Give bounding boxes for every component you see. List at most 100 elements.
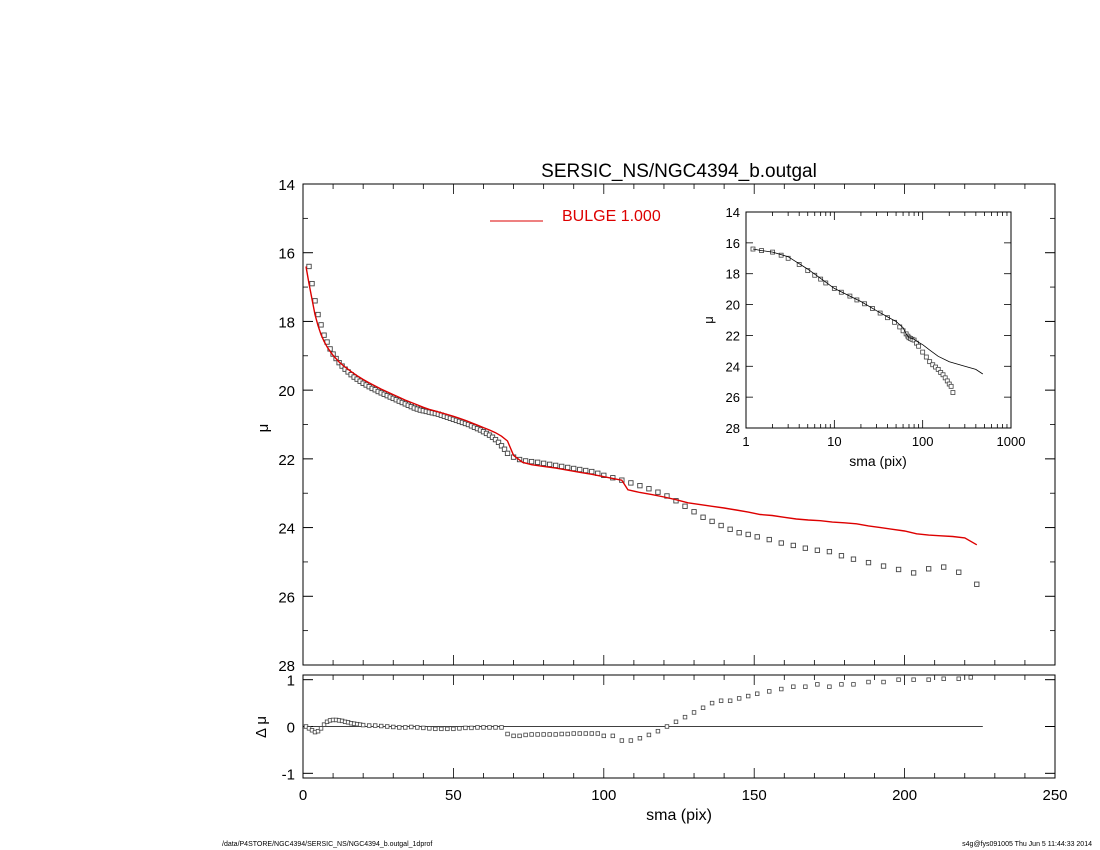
main-observed-point — [691, 509, 697, 515]
residual-point — [709, 700, 715, 706]
residual-point — [755, 691, 760, 696]
main-observed-point — [895, 566, 902, 573]
residual-point — [595, 731, 600, 736]
residual-point — [318, 726, 324, 731]
residual-point — [372, 723, 378, 728]
main-observed-point — [547, 461, 553, 468]
residual-point — [505, 731, 510, 737]
inset-observed-points — [750, 246, 956, 395]
residual-point — [803, 684, 808, 689]
inset-panel: μ sma (pix) 14 16 18 20 22 24 26 28 1 10 100 1000 — [701, 205, 1025, 469]
inset-y-ticks: 14 16 18 20 22 24 26 28 — [726, 205, 1011, 436]
main-observed-point — [727, 526, 733, 532]
residual-point — [427, 726, 432, 731]
main-observed-point — [306, 263, 312, 270]
main-observed-point — [583, 467, 589, 474]
residual-point — [457, 726, 462, 731]
residual-x-tick-label: 0 — [299, 787, 307, 804]
inset-y-tick-label: 24 — [726, 359, 740, 374]
residual-point — [487, 725, 492, 730]
main-y-tick-label: 28 — [278, 658, 295, 675]
bulge-model-line — [305, 266, 978, 546]
main-observed-point — [814, 547, 821, 553]
main-observed-point — [718, 522, 724, 529]
residual-point — [637, 736, 643, 741]
residual-point — [409, 724, 414, 730]
residual-ylabel: Δ μ — [253, 716, 270, 738]
residual-point — [779, 686, 784, 692]
main-y-tick-label: 20 — [278, 383, 295, 400]
inset-observed-point — [823, 280, 829, 286]
residual-point — [433, 726, 438, 732]
inset-model-line — [752, 248, 984, 375]
residual-point — [601, 733, 606, 739]
main-observed-point — [778, 540, 784, 546]
residual-point — [791, 684, 796, 689]
residual-point — [839, 682, 844, 687]
main-observed-point — [498, 443, 505, 449]
residual-point — [646, 732, 652, 738]
residual-point — [851, 682, 856, 687]
main-observed-point — [736, 530, 742, 536]
inset-y-tick-label: 28 — [726, 421, 740, 436]
main-panel-frame — [302, 183, 1056, 666]
main-observed-point — [745, 531, 751, 538]
inset-observed-point — [950, 390, 956, 395]
main-observed-point — [540, 460, 547, 466]
main-y-tick-label: 16 — [278, 246, 295, 263]
main-observed-point — [850, 556, 857, 562]
residual-point — [463, 725, 468, 731]
main-y-tick-label: 24 — [278, 521, 295, 538]
main-observed-point — [553, 462, 559, 469]
residual-points — [303, 675, 973, 743]
main-observed-point — [655, 489, 661, 495]
residual-x-tick-label: 100 — [591, 787, 616, 804]
inset-y-tick-label: 26 — [726, 390, 740, 405]
inset-observed-point — [900, 328, 906, 334]
residual-point — [469, 725, 474, 731]
residual-xlabel: sma (pix) — [646, 807, 712, 824]
residual-point — [589, 731, 594, 736]
residual-point — [577, 731, 582, 736]
footer-file-path: /data/P4STORE/NGC4394/SERSIC_NS/NGC4394_… — [222, 841, 433, 848]
residual-point — [727, 698, 733, 703]
main-observed-point — [534, 459, 541, 465]
residual-panel: Δ μ sma (pix) -101 0 50 100 150 200 250 — [253, 673, 1068, 824]
inset-panel-frame — [745, 211, 1012, 429]
residual-point — [451, 726, 456, 732]
residual-point — [896, 677, 901, 682]
residual-point — [321, 722, 327, 727]
residual-point — [664, 724, 670, 729]
inset-observed-point — [796, 262, 802, 267]
residual-point — [385, 724, 390, 729]
main-x-ticks — [302, 184, 1056, 665]
residual-point — [571, 731, 576, 736]
residual-point — [682, 714, 688, 720]
main-observed-point — [910, 570, 917, 576]
residual-point — [315, 728, 321, 734]
residual-x-ticks: 0 50 100 150 200 250 — [299, 675, 1068, 804]
residual-point — [493, 725, 498, 730]
main-observed-point — [315, 311, 321, 318]
main-y-ticks: 14 16 18 20 22 24 26 28 — [278, 177, 1055, 675]
residual-point — [360, 722, 366, 728]
residual-point — [700, 705, 706, 710]
main-observed-point — [312, 298, 318, 304]
main-y-tick-label: 26 — [278, 589, 295, 606]
main-observed-point — [565, 464, 571, 471]
main-y-tick-label: 22 — [278, 452, 295, 469]
residual-point — [866, 679, 871, 685]
footer-timestamp: s4g@fys091005 Thu Jun 5 11:44:33 2014 — [962, 841, 1092, 848]
residual-y-tick-label: 0 — [287, 720, 295, 737]
main-observed-point — [492, 436, 499, 443]
main-ylabel: μ — [255, 424, 272, 433]
main-observed-points — [306, 263, 980, 587]
main-observed-point — [926, 566, 932, 572]
main-observed-point — [865, 559, 872, 566]
inset-observed-point — [948, 383, 954, 389]
residual-point — [547, 732, 552, 737]
residual-y-ticks: -1 0 1 — [282, 673, 1055, 783]
main-observed-point — [766, 536, 772, 543]
main-observed-point — [559, 463, 565, 470]
residual-point — [655, 728, 661, 734]
